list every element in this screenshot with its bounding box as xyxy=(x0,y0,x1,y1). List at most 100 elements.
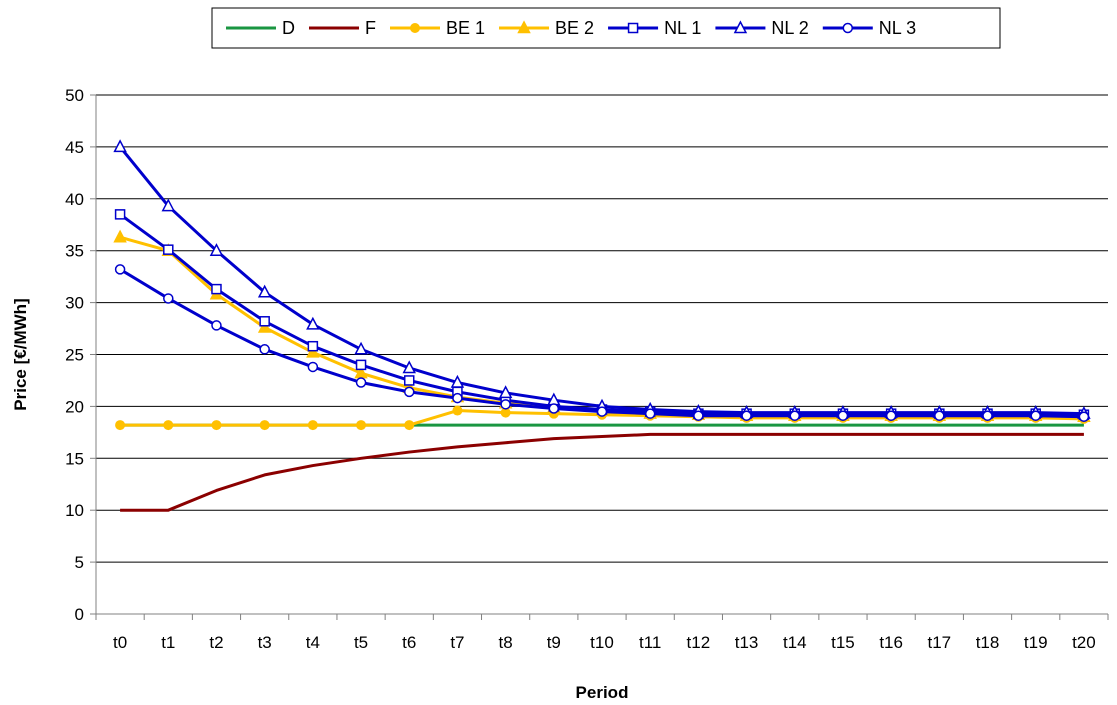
data-point-nl-3 xyxy=(259,344,270,355)
legend-label: BE 1 xyxy=(446,18,485,38)
gridlines xyxy=(96,94,1108,563)
x-tick-label: t10 xyxy=(590,633,614,652)
series-nl-3 xyxy=(114,264,1090,423)
legend-label: NL 3 xyxy=(879,18,916,38)
x-tick-label: t2 xyxy=(209,633,223,652)
data-point-nl-2 xyxy=(498,385,513,399)
x-tick-label: t15 xyxy=(831,633,855,652)
data-point-nl-3 xyxy=(596,406,608,417)
data-point-nl-3 xyxy=(982,410,993,421)
data-point-nl-1 xyxy=(355,359,367,371)
x-tick-label: t3 xyxy=(258,633,272,652)
data-point-be-1 xyxy=(115,420,126,431)
x-tick-label: t8 xyxy=(499,633,513,652)
series-line-nl-1 xyxy=(119,213,1084,417)
series-line-nl-2 xyxy=(118,145,1084,416)
legend-item-f: F xyxy=(309,18,376,38)
x-tick-label: t11 xyxy=(639,633,661,652)
legend-label: BE 2 xyxy=(555,18,594,38)
y-axis-ticks: 0 5 10 15 20 25 30 35 40 45 50 xyxy=(65,86,96,624)
y-axis-title: Price [€/MWh] xyxy=(11,298,30,410)
data-point-be-1 xyxy=(211,420,222,431)
x-tick-label: t12 xyxy=(687,633,711,652)
data-point-nl-1 xyxy=(259,316,270,327)
y-tick-label: 0 xyxy=(75,605,84,624)
data-point-nl-3 xyxy=(1030,410,1041,421)
x-tick-label: t0 xyxy=(113,633,127,652)
data-point-nl-2 xyxy=(354,341,368,355)
series-f xyxy=(120,432,1084,512)
data-point-nl-3 xyxy=(693,410,704,421)
data-point-nl-3 xyxy=(934,410,945,421)
series-nl-2 xyxy=(113,139,1091,419)
x-tick-label: t17 xyxy=(928,633,952,652)
series-nl-1 xyxy=(114,209,1090,420)
data-point-nl-3 xyxy=(1078,411,1090,423)
data-point-nl-2 xyxy=(161,198,176,212)
x-axis-ticks: t0 t1 t2 t3 t4 t5 t6 t7 t8 t9 t10 t11 t12 t13 t14 t15 t1… xyxy=(95,614,1109,652)
x-tick-label: t6 xyxy=(402,633,416,652)
legend-item-be-1: BE 1 xyxy=(390,18,485,38)
data-point-nl-3 xyxy=(644,408,656,419)
data-point-nl-3 xyxy=(452,392,463,404)
legend-marker xyxy=(842,22,854,34)
data-point-nl-1 xyxy=(403,375,415,386)
data-point-nl-1 xyxy=(211,283,222,295)
y-tick-label: 35 xyxy=(65,242,84,261)
legend-label: NL 2 xyxy=(771,18,808,38)
data-point-nl-1 xyxy=(163,244,174,255)
data-point-be-1 xyxy=(259,420,270,431)
x-tick-label: t1 xyxy=(161,633,175,652)
y-tick-label: 5 xyxy=(75,553,84,572)
data-point-be-2 xyxy=(257,319,272,333)
legend-item-be-2: BE 2 xyxy=(499,18,594,38)
data-point-nl-2 xyxy=(450,374,465,388)
x-axis-title: Period xyxy=(576,683,629,702)
y-tick-label: 45 xyxy=(65,138,84,157)
legend-marker xyxy=(733,20,748,34)
legend-label: D xyxy=(282,18,295,38)
data-point-nl-3 xyxy=(789,410,801,421)
x-tick-label: t7 xyxy=(450,633,464,652)
data-point-nl-2 xyxy=(113,139,127,153)
data-point-be-2 xyxy=(306,344,320,358)
data-point-nl-3 xyxy=(885,410,897,421)
legend-item-nl-1: NL 1 xyxy=(608,18,701,38)
data-point-nl-3 xyxy=(114,264,126,275)
data-point-be-2 xyxy=(113,229,127,243)
legend-item-nl-3: NL 3 xyxy=(822,18,916,38)
data-point-nl-2 xyxy=(402,360,416,374)
x-tick-label: t5 xyxy=(354,633,368,652)
x-tick-label: t13 xyxy=(735,633,759,652)
data-point-nl-1 xyxy=(114,209,126,220)
data-point-nl-3 xyxy=(741,410,752,421)
data-point-nl-3 xyxy=(500,399,511,410)
series-lines xyxy=(113,139,1091,512)
data-point-nl-2 xyxy=(209,243,224,256)
data-point-nl-3 xyxy=(307,361,319,373)
data-point-nl-3 xyxy=(548,403,560,414)
legend-marker xyxy=(517,20,531,34)
legend-marker xyxy=(410,23,420,33)
y-tick-label: 30 xyxy=(65,294,84,313)
data-point-nl-3 xyxy=(355,377,367,388)
data-point-be-1 xyxy=(452,405,463,416)
x-tick-label: t14 xyxy=(783,633,807,652)
legend-item-d: D xyxy=(226,18,295,38)
y-tick-label: 40 xyxy=(65,190,84,209)
data-point-nl-2 xyxy=(306,316,320,330)
data-point-nl-3 xyxy=(211,320,222,331)
data-point-be-1 xyxy=(307,420,318,431)
y-tick-label: 25 xyxy=(65,346,84,365)
data-point-be-1 xyxy=(404,420,415,431)
x-tick-label: t19 xyxy=(1024,633,1048,652)
x-tick-label: t18 xyxy=(976,633,1000,652)
legend-label: NL 1 xyxy=(664,18,701,38)
data-point-be-1 xyxy=(163,420,174,431)
legend-label: F xyxy=(365,18,376,38)
legend: D F BE 1 BE 2 NL 1 NL 2 NL 3 xyxy=(211,7,1001,49)
data-point-be-1 xyxy=(356,420,367,431)
y-tick-label: 50 xyxy=(65,86,84,105)
x-tick-label: t16 xyxy=(879,633,903,652)
